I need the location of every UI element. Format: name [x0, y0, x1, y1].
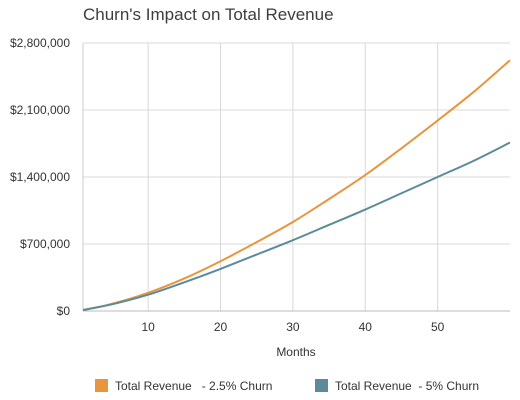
grid — [83, 42, 510, 311]
chart-title: Churn's Impact on Total Revenue — [83, 5, 334, 24]
legend-label-2: Total Revenue - 5% Churn — [335, 379, 479, 393]
y-tick-label: $2,800,000 — [10, 36, 70, 50]
series-line-1 — [82, 59, 511, 312]
legend: Total Revenue - 2.5% Churn Total Revenue … — [95, 379, 479, 393]
series-line-2 — [82, 141, 511, 312]
x-axis-label: Months — [276, 345, 315, 359]
y-tick-label: $2,100,000 — [10, 103, 70, 117]
y-tick-label: $0 — [57, 304, 71, 318]
series-lines — [82, 59, 511, 312]
legend-swatch-2 — [315, 379, 328, 392]
y-tick-label: $700,000 — [20, 237, 70, 251]
x-tick-label: 30 — [286, 320, 300, 334]
legend-label-1: Total Revenue - 2.5% Churn — [115, 379, 272, 393]
x-tick-label: 50 — [431, 320, 445, 334]
legend-swatch-1 — [95, 379, 108, 392]
x-tick-label: 20 — [214, 320, 228, 334]
axes: $0 $700,000 $1,400,000 $2,100,000 $2,800,000… — [10, 36, 510, 334]
y-tick-label: $1,400,000 — [10, 170, 70, 184]
x-tick-label: 10 — [141, 320, 155, 334]
x-tick-label: 40 — [359, 320, 373, 334]
